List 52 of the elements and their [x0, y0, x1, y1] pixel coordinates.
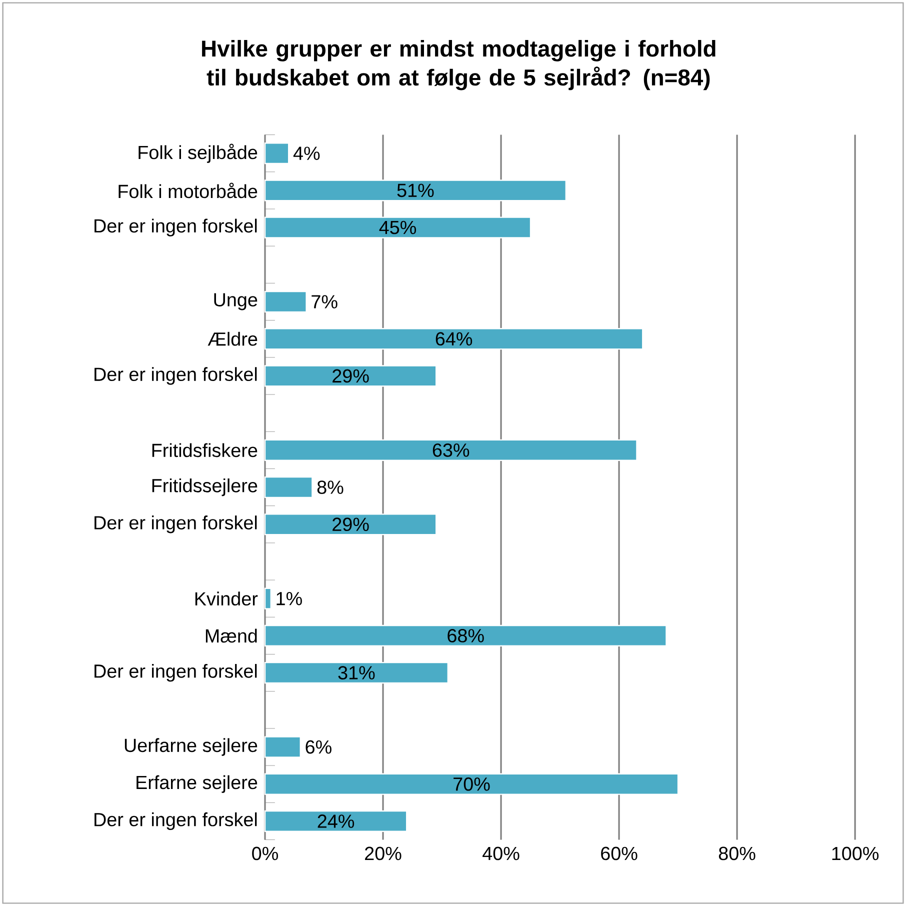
x-tick-label: 0% — [252, 846, 278, 860]
data-label: 63% — [432, 443, 470, 457]
data-label: 68% — [448, 628, 484, 642]
x-tick-label: 100% — [832, 846, 879, 860]
y-tick-label: Unge — [214, 293, 258, 310]
y-tick-label: Der er ingen forskel — [94, 664, 257, 682]
y-tick-label: Erfarne sejlere — [136, 775, 258, 793]
y-tick-label: Uerfarne sejlere — [124, 738, 258, 756]
y-tick-label: Folk i sejlbåde — [138, 144, 258, 163]
bar — [264, 328, 644, 350]
y-tick-label: Der er ingen forskel — [94, 516, 257, 534]
data-label: 31% — [338, 666, 375, 680]
bar — [264, 142, 290, 164]
data-label: 4% — [293, 146, 320, 160]
x-tick-label: 40% — [482, 846, 520, 860]
bar — [264, 736, 302, 758]
chart-title: Hvilke grupper er mindst modtagelige i forhold til budskabet om at følge de 5 sejlråd? (n=84) — [202, 40, 716, 90]
x-tick-label: 60% — [601, 846, 638, 860]
data-label: 29% — [332, 369, 369, 383]
data-label: 64% — [436, 332, 472, 346]
x-tick-label: 20% — [365, 846, 402, 860]
bar — [264, 290, 307, 313]
bar — [264, 180, 567, 202]
y-tick-label: Folk i motorbåde — [118, 182, 258, 198]
y-tick-label: Mænd — [206, 628, 257, 643]
y-tick-label: Der er ingen forskel — [94, 218, 257, 236]
data-label: 6% — [306, 740, 332, 754]
data-label: 7% — [312, 295, 338, 308]
bar — [264, 216, 532, 238]
data-label: 29% — [332, 518, 369, 532]
y-tick-label: Kvinder — [195, 592, 258, 606]
bar — [264, 662, 449, 684]
bar — [264, 476, 313, 498]
y-tick-label: Fritidsfiskere — [152, 443, 258, 458]
bar — [264, 588, 272, 610]
bar — [264, 365, 437, 387]
y-tick-label: Fritidssejlere — [152, 478, 258, 496]
bar — [264, 439, 638, 461]
data-label: 8% — [317, 480, 344, 494]
data-label: 70% — [454, 777, 490, 791]
data-label: 24% — [318, 814, 354, 828]
bar — [264, 810, 408, 832]
y-tick-label: Der er ingen forskel — [94, 367, 257, 385]
data-label: 45% — [379, 220, 416, 234]
x-tick-label: 80% — [718, 846, 756, 860]
bar — [264, 514, 437, 536]
data-label: 51% — [397, 184, 434, 198]
bar — [264, 773, 679, 795]
bar — [264, 624, 667, 646]
y-tick-label: Ældre — [208, 332, 258, 346]
y-tick-label: Der er ingen forskel — [94, 812, 257, 830]
data-label: 1% — [276, 592, 302, 606]
